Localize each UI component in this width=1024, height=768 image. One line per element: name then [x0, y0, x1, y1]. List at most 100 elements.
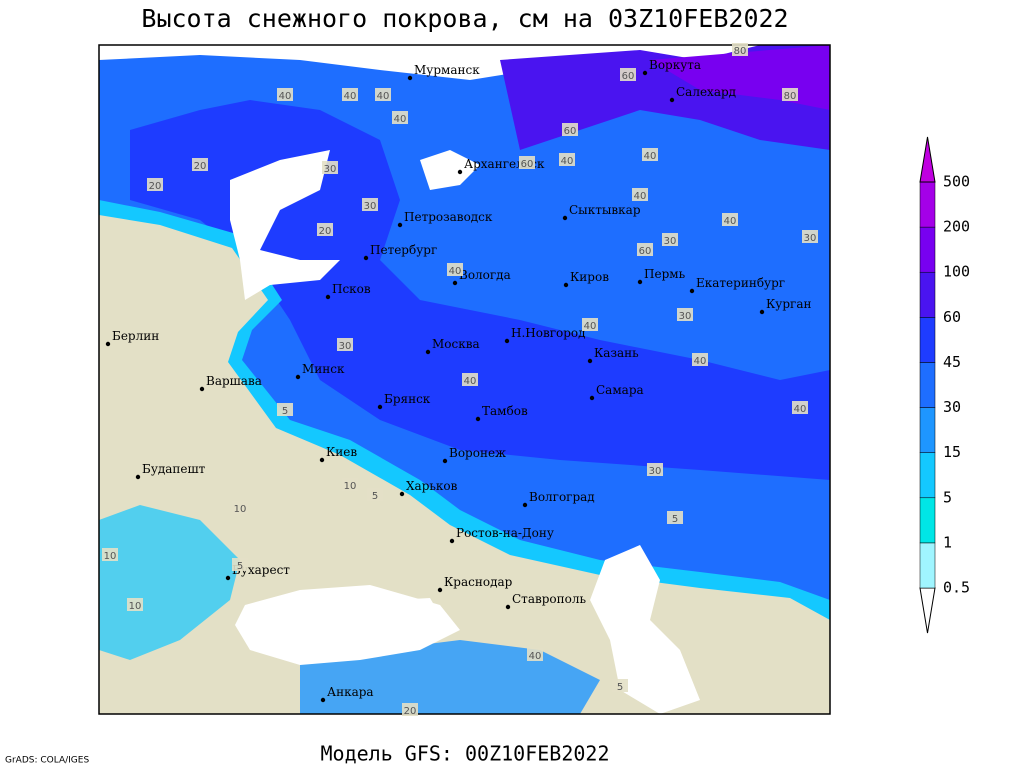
city-label: Казань — [594, 346, 639, 360]
city-dot — [295, 374, 301, 380]
contour-label-bg — [127, 598, 143, 611]
contour-label-bg — [102, 548, 118, 561]
city-label: Екатеринбург — [696, 276, 785, 290]
colorbar-band — [919, 271, 936, 318]
shallow-snow — [300, 640, 600, 714]
contour-label: 30 — [324, 164, 337, 175]
contour-label: 10 — [234, 504, 247, 515]
city-label: Ставрополь — [512, 592, 586, 606]
contour-label: 40 — [449, 266, 462, 277]
contour-label-bg — [782, 88, 798, 101]
white-sea — [420, 150, 480, 190]
city-label: Минск — [302, 362, 345, 376]
contour-label-bg — [362, 198, 378, 211]
contour-label-bg — [519, 156, 535, 169]
contour-label-bg — [342, 88, 358, 101]
city-dot — [320, 697, 326, 703]
contour-label-bg — [620, 68, 636, 81]
city-dot — [437, 587, 443, 593]
contour-label-bg — [192, 158, 208, 171]
contour-label: 40 — [561, 156, 574, 167]
city-label: Пермь — [644, 267, 686, 281]
colorbar-label: 60 — [943, 308, 961, 326]
colorbar-band — [919, 362, 936, 408]
contour-label: 40 — [394, 114, 407, 125]
contour-label-bg — [612, 679, 628, 692]
contour-label-bg — [402, 703, 418, 716]
city-dot — [199, 386, 205, 392]
colorbar-band — [919, 407, 936, 453]
contour-label: 40 — [724, 216, 737, 227]
contour-label: 10 — [344, 481, 357, 492]
contour-label: 30 — [679, 311, 692, 322]
contour-label: 40 — [694, 356, 707, 367]
city-label: Тамбов — [482, 404, 528, 418]
contour-label: 60 — [639, 246, 652, 257]
colorbar-cap — [919, 587, 936, 634]
contour-label-bg — [722, 213, 738, 226]
contour-label-bg — [662, 233, 678, 246]
colorbar-band — [919, 317, 936, 363]
contour-label: 40 — [377, 91, 390, 102]
city-dot — [452, 280, 458, 286]
contour-label: 80 — [734, 46, 747, 57]
contour-label-bg — [232, 501, 248, 514]
city-label: Н.Новгород — [511, 326, 586, 340]
contour-label-bg — [802, 230, 818, 243]
city-dot — [475, 416, 481, 422]
contour-label: 30 — [364, 201, 377, 212]
colorbar-label: 5 — [943, 488, 952, 506]
colorbar-label: 100 — [943, 263, 970, 281]
city-label: Краснодар — [444, 575, 513, 589]
colorbar-label: 0.5 — [943, 579, 970, 597]
contour-label: 10 — [129, 601, 142, 612]
city-dot — [319, 457, 325, 463]
city-dot — [425, 349, 431, 355]
city-label: Брянск — [384, 392, 431, 406]
city-dot — [587, 358, 593, 364]
city-dot — [522, 502, 528, 508]
contour-label-bg — [637, 243, 653, 256]
contour-label: 20 — [149, 181, 162, 192]
colorbar-label: 15 — [943, 443, 961, 461]
contour-label: 20 — [404, 706, 417, 717]
city-label: Киев — [326, 445, 357, 459]
contour-label-bg — [317, 223, 333, 236]
city-dot — [105, 341, 111, 347]
contour-label-bg — [342, 478, 358, 491]
city-label: Петрозаводск — [404, 210, 493, 224]
colorbar-cap — [919, 136, 936, 183]
colorbar-band — [919, 226, 936, 273]
colorbar-band — [919, 452, 936, 499]
contour-label-bg — [667, 511, 683, 524]
colorbar-label: 30 — [943, 398, 961, 416]
contour-label: 5 — [282, 406, 288, 417]
contour-label-bg — [147, 178, 163, 191]
city-dot — [442, 458, 448, 464]
contour-label-bg — [277, 88, 293, 101]
contour-label: 30 — [649, 466, 662, 477]
contour-label-bg — [462, 373, 478, 386]
contour-label-bg — [582, 318, 598, 331]
city-label: Варшава — [206, 374, 262, 388]
city-dot — [397, 222, 403, 228]
city-dot — [589, 395, 595, 401]
contour-label: 40 — [464, 376, 477, 387]
credit: GrADS: COLA/IGES — [5, 756, 89, 766]
city-label: Волгоград — [529, 490, 595, 504]
shallow-snow — [99, 505, 240, 660]
city-label: Воркута — [649, 58, 701, 72]
contour-label: 5 — [372, 491, 378, 502]
city-dot — [563, 282, 569, 288]
caspian-sea — [590, 545, 700, 714]
city-dot — [135, 474, 141, 480]
contour-label: 40 — [529, 651, 542, 662]
contour-label: 60 — [521, 159, 534, 170]
contour-label: 20 — [319, 226, 332, 237]
city-dot — [759, 309, 765, 315]
contour-label: 40 — [279, 91, 292, 102]
contour-label-bg — [367, 488, 383, 501]
contour-label-bg — [732, 43, 748, 56]
city-dot — [457, 169, 463, 175]
